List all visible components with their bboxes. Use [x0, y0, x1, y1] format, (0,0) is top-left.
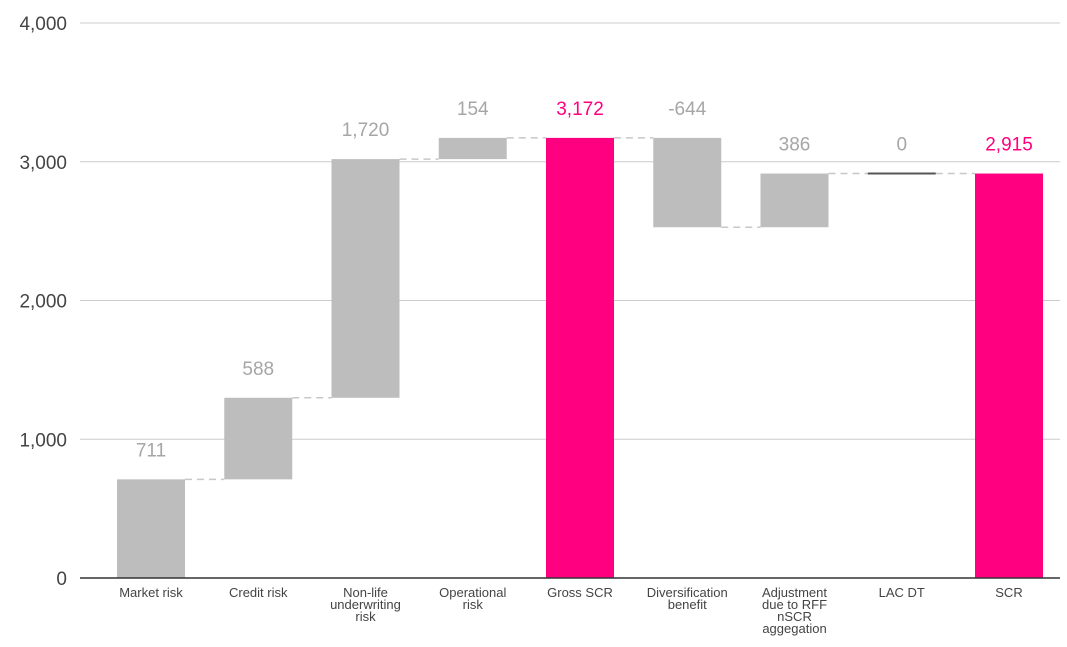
x-tick-label: LAC DT: [879, 585, 925, 600]
data-label: 0: [896, 135, 907, 156]
x-tick-label: Non-life underwriting risk: [330, 585, 401, 624]
bar: [546, 137, 614, 578]
x-tick-label: Credit risk: [229, 585, 288, 600]
x-tick-label: Adjustment due to RFF nSCR aggegation: [762, 585, 827, 636]
bar: [117, 479, 185, 578]
data-label: 2,915: [985, 135, 1033, 156]
x-tick-label: SCR: [995, 585, 1022, 600]
y-tick-label: 0: [56, 569, 67, 590]
x-tick-label: Diversification benefit: [647, 585, 728, 612]
y-tick-label: 4,000: [19, 14, 67, 35]
data-label: 386: [779, 135, 811, 156]
y-tick-label: 3,000: [19, 153, 67, 174]
x-axis: Market risk Credit risk Non-life underwriti…: [80, 577, 1060, 636]
y-tick-label: 2,000: [19, 292, 67, 313]
connector-lines: [185, 137, 975, 481]
bar: [438, 137, 507, 160]
y-tick-label: 1,000: [19, 430, 67, 451]
x-tick-label: Market risk: [119, 585, 183, 600]
bar: [760, 173, 829, 228]
data-labels: 711 588 1,720 154 3,172 -644 386 0 2,915: [136, 99, 1033, 461]
y-axis: 0 1,000 2,000 3,000 4,000: [19, 14, 67, 590]
data-label: 588: [242, 359, 274, 380]
data-label: 1,720: [342, 120, 390, 141]
data-label: 3,172: [556, 99, 604, 120]
x-tick-label: Gross SCR: [547, 585, 613, 600]
x-tick-label: Operational risk: [439, 585, 506, 612]
bar: [331, 159, 400, 398]
bar: [224, 397, 293, 480]
data-label: 711: [136, 440, 166, 461]
data-label: -644: [668, 99, 706, 120]
bar: [975, 173, 1043, 578]
data-label: 154: [457, 99, 489, 120]
bar: [653, 137, 722, 228]
bars: [117, 137, 1043, 578]
